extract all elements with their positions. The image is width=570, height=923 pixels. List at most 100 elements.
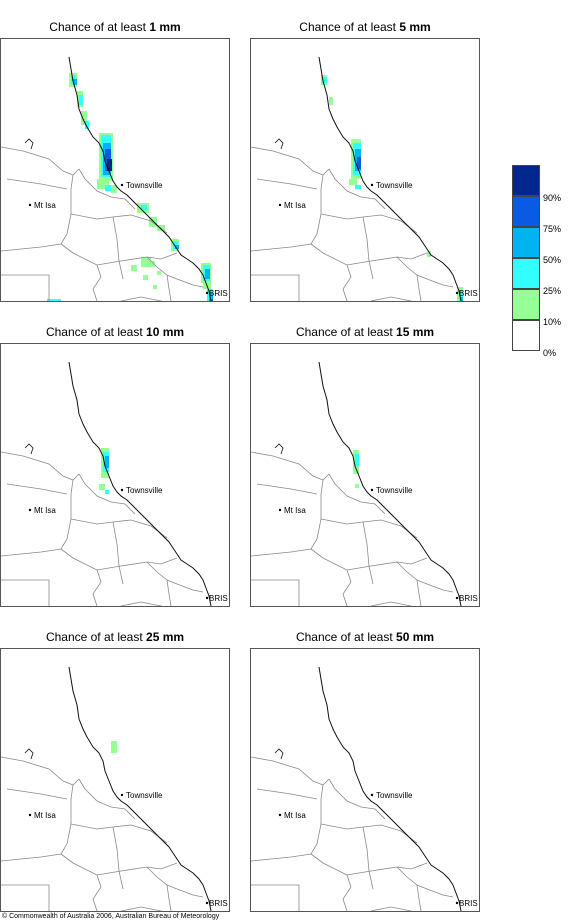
- place-marker-mt_isa: [278, 813, 282, 817]
- district-border: [112, 826, 124, 890]
- legend-label-10: 10%: [543, 317, 562, 327]
- district-border: [6, 178, 68, 190]
- district-border: [370, 296, 413, 301]
- legend-label-75: 75%: [543, 224, 562, 234]
- coastline: [68, 361, 212, 606]
- panel-title: Chance of at least 5 mm: [299, 20, 431, 34]
- district-border: [146, 561, 204, 593]
- place-marker-townsville: [370, 793, 374, 797]
- legend-swatch-75: [512, 196, 540, 227]
- probability-cell: [105, 490, 109, 494]
- district-border: [70, 518, 168, 539]
- place-label-brisbane: BRIS: [209, 289, 228, 298]
- district-border: [70, 213, 168, 234]
- probability-cell: [357, 157, 361, 169]
- gulf-island: [274, 443, 284, 455]
- district-border: [251, 479, 324, 557]
- district-border: [120, 601, 163, 606]
- district-border: [166, 579, 172, 606]
- district-border: [396, 561, 454, 593]
- legend-swatch-0: [512, 320, 540, 351]
- probability-cell: [175, 245, 179, 249]
- district-border: [346, 862, 428, 876]
- panel-title: Chance of at least 50 mm: [295, 630, 435, 644]
- district-border: [146, 256, 204, 288]
- map-canvas: Townsville Mt Isa BRIS: [1, 56, 228, 301]
- place-marker-brisbane: [455, 596, 459, 600]
- coastline: [318, 666, 462, 911]
- district-border: [256, 788, 318, 800]
- gulf-island: [274, 138, 284, 150]
- probability-cell: [141, 205, 147, 210]
- probability-cell: [81, 111, 87, 125]
- district-border: [1, 756, 80, 786]
- probability-cell: [429, 253, 431, 256]
- district-border: [251, 174, 324, 252]
- panel-title: Chance of at least 25 mm: [45, 630, 185, 644]
- district-border: [96, 252, 178, 266]
- coastline: [318, 56, 462, 301]
- district-border: [346, 557, 428, 571]
- probability-cell: [153, 285, 157, 289]
- coastline: [318, 361, 462, 606]
- district-border: [1, 479, 74, 557]
- district-border: [320, 823, 418, 844]
- district-border: [166, 884, 172, 911]
- rain-probability-layer: [99, 448, 109, 494]
- district-border: [112, 216, 124, 280]
- threshold-amount: 10 mm: [146, 325, 185, 339]
- probability-cell: [323, 77, 327, 83]
- district-border: [362, 826, 374, 890]
- probability-legend: 90% 75% 50% 25% 10% 0%: [512, 165, 568, 358]
- district-border: [78, 168, 136, 210]
- place-label-mt_isa: Mt Isa: [284, 811, 306, 820]
- place-marker-mt_isa: [28, 508, 32, 512]
- district-border: [166, 274, 172, 301]
- district-border: [96, 862, 178, 876]
- place-marker-brisbane: [455, 901, 459, 905]
- district-border: [120, 296, 163, 301]
- district-border: [328, 168, 386, 210]
- coastline: [68, 666, 212, 911]
- coastline: [68, 56, 212, 301]
- district-border: [1, 784, 74, 862]
- panel-title: Chance of at least 10 mm: [45, 325, 185, 339]
- place-label-townsville: Townsville: [376, 486, 413, 495]
- district-border: [416, 884, 422, 911]
- probability-cell: [105, 456, 109, 468]
- place-marker-mt_isa: [278, 508, 282, 512]
- inset-border: [1, 579, 50, 606]
- district-border: [1, 174, 74, 252]
- place-marker-mt_isa: [28, 203, 32, 207]
- district-border: [112, 521, 124, 585]
- legend-label-25: 25%: [543, 286, 562, 296]
- district-border: [251, 146, 330, 176]
- place-marker-townsville: [370, 183, 374, 187]
- probability-cell: [99, 484, 105, 490]
- district-border: [78, 473, 136, 515]
- threshold-amount: 50 mm: [396, 630, 435, 644]
- gulf-island: [274, 748, 284, 760]
- place-label-mt_isa: Mt Isa: [284, 201, 306, 210]
- probability-cell: [131, 265, 137, 271]
- legend-label-0: 0%: [543, 348, 557, 358]
- threshold-amount: 5 mm: [399, 20, 431, 34]
- probability-cell: [85, 121, 89, 129]
- place-label-brisbane: BRIS: [459, 289, 478, 298]
- probability-cell: [73, 79, 77, 85]
- place-marker-brisbane: [205, 291, 209, 295]
- inset-border: [1, 884, 50, 911]
- district-border: [251, 756, 330, 786]
- legend-swatch-10: [512, 289, 540, 320]
- map-canvas: Townsville Mt Isa BRIS: [251, 361, 478, 606]
- district-border: [310, 548, 352, 606]
- district-border: [251, 451, 330, 481]
- district-border: [120, 906, 163, 911]
- district-border: [396, 256, 454, 288]
- probability-cell: [111, 741, 117, 753]
- inset-border: [1, 274, 50, 301]
- probability-cell: [157, 271, 161, 275]
- district-border: [310, 243, 352, 301]
- panel-title: Chance of at least 1 mm: [49, 20, 181, 34]
- probability-cell: [47, 299, 61, 301]
